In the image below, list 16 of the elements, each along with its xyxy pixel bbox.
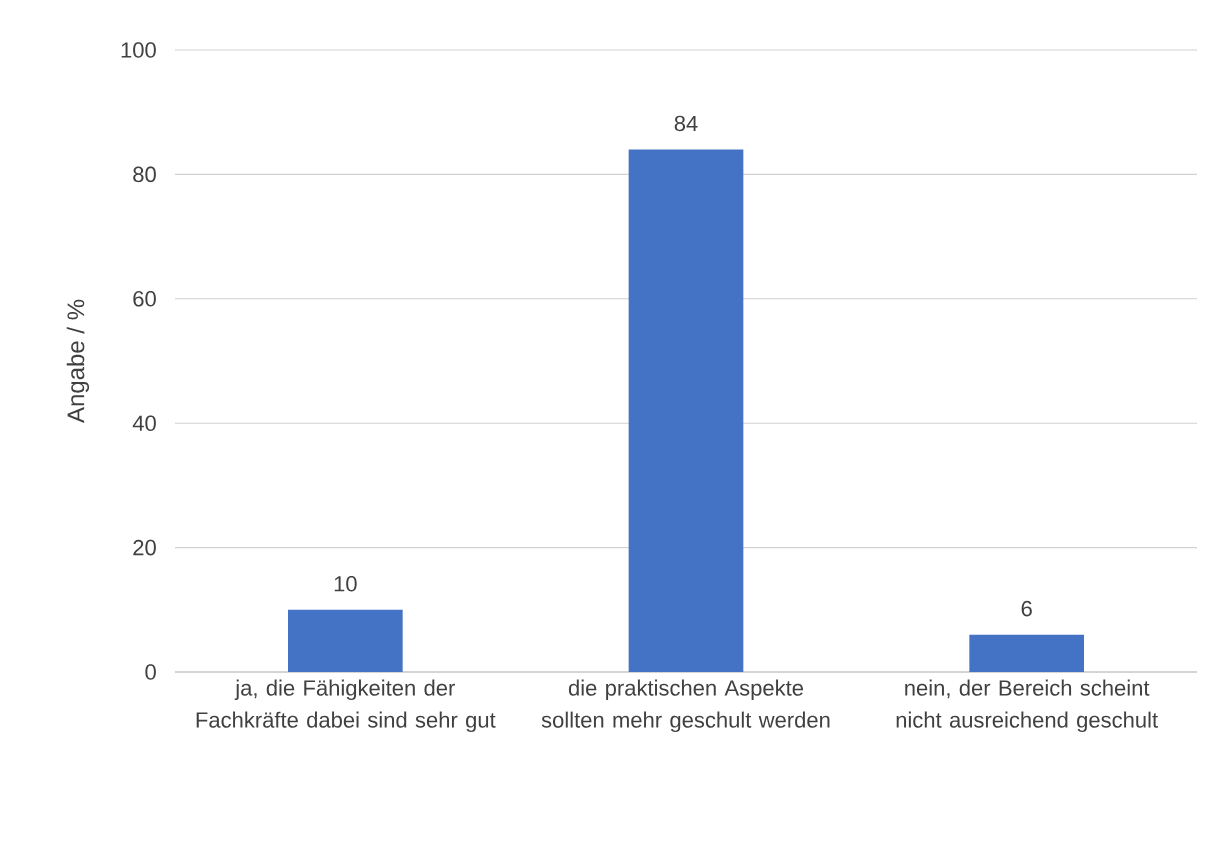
bar [969,634,1085,672]
y-tick-label: 80 [133,166,156,183]
bar [288,609,403,672]
y-tick-label: 100 [121,42,156,58]
data-label: 6 [1021,600,1032,617]
y-tick-label: 40 [132,415,156,431]
x-tick-label: nein, der Bereich scheint nicht ausreichend geschult [896,679,1158,733]
data-label: 84 [674,115,698,132]
y-tick-label: 60 [133,291,156,307]
x-tick-label: die praktischen Aspekte sollten mehr geschult werden [541,679,830,733]
y-tick-label: 0 [145,664,156,680]
y-tick-label: 20 [133,539,156,556]
y-axis-title: Angabe / % [66,299,90,423]
data-label: 10 [334,575,357,592]
bar [628,149,744,672]
x-tick-label: ja, die Fähigkeiten der Fachkräfte dabei sind sehr gut [196,679,496,733]
